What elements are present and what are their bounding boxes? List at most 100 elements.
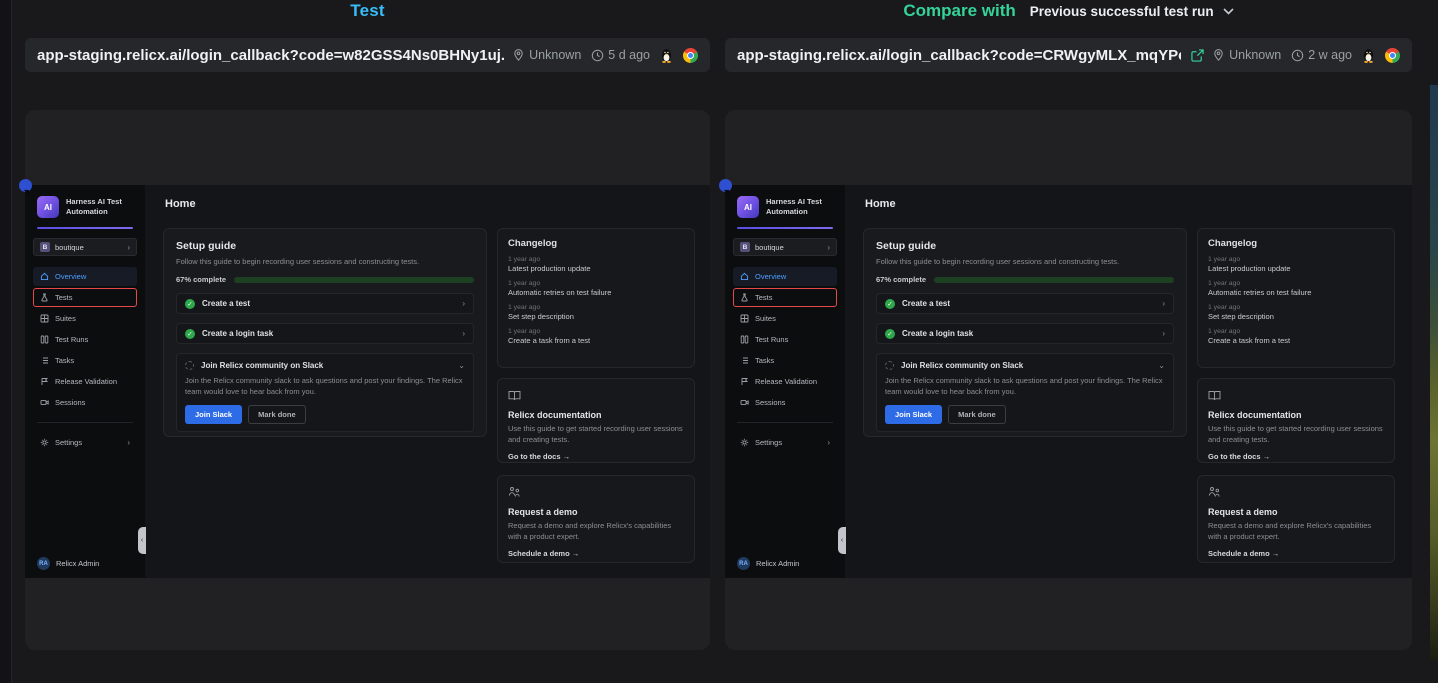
sidebar-item-release-validation[interactable]: Release Validation	[33, 372, 137, 391]
sidebar-item-label: Overview	[755, 272, 787, 281]
sidebar-nav: Overview Tests Suites	[725, 266, 845, 413]
sidebar-item-overview[interactable]: Overview	[33, 267, 137, 286]
changelog-title: Changelog	[1208, 238, 1258, 249]
chevron-right-icon: ›	[462, 299, 465, 308]
next-screenshot-edge[interactable]	[1430, 85, 1438, 660]
people-icon	[1208, 485, 1221, 502]
test-screenshot-panel[interactable]: AI Harness AI Test Automation B boutique…	[19, 110, 710, 650]
request-demo-desc: Request a demo and explore Relicx's capa…	[508, 521, 672, 541]
user-menu[interactable]: RA Relicx Admin	[725, 557, 845, 570]
brand-line1: Harness AI Test	[66, 196, 122, 206]
sidebar-item-sessions[interactable]: Sessions	[733, 393, 837, 412]
schedule-demo-link[interactable]: Schedule a demo →	[1208, 548, 1280, 558]
compare-screenshot-panel[interactable]: AI Harness AI Test Automation B boutique…	[719, 110, 1412, 650]
changelog-text: Automatic retries on test failure	[1208, 288, 1312, 297]
progress-bar	[234, 276, 474, 283]
sidebar-item-tasks[interactable]: Tasks	[733, 351, 837, 370]
test-url-bar: app-staging.relicx.ai/login_callback?cod…	[25, 38, 710, 72]
home-icon	[740, 272, 749, 281]
grid-icon	[740, 314, 749, 323]
setup-item-create-login-task[interactable]: ✓ Create a login task ›	[876, 323, 1174, 344]
sidebar-item-label: Overview	[55, 272, 87, 281]
join-slack-button[interactable]: Join Slack	[885, 404, 943, 424]
sidebar-collapse-handle[interactable]: ‹	[138, 527, 146, 554]
chevron-right-icon: ›	[827, 242, 830, 252]
go-to-docs-link[interactable]: Go to the docs →	[508, 451, 571, 461]
changelog-time: 1 year ago	[1208, 304, 1241, 311]
setup-guide-desc: Follow this guide to begin recording use…	[176, 257, 420, 266]
setup-guide-title: Setup guide	[176, 240, 237, 252]
mark-done-button[interactable]: Mark done	[248, 404, 306, 424]
sidebar-item-label: Release Validation	[755, 377, 817, 386]
gear-icon	[40, 438, 49, 447]
sidebar-item-label: Settings	[755, 438, 783, 447]
flask-icon	[740, 293, 749, 302]
sidebar-item-suites[interactable]: Suites	[33, 309, 137, 328]
chevron-right-icon: ›	[1162, 299, 1165, 308]
sidebar-item-settings[interactable]: Settings ›	[33, 433, 137, 452]
sidebar-item-overview[interactable]: Overview	[733, 267, 837, 286]
external-link-icon[interactable]	[1191, 48, 1204, 62]
changelog-text: Set step description	[1208, 312, 1274, 321]
unchecked-circle-icon	[185, 361, 194, 370]
book-icon	[508, 388, 521, 405]
setup-item-label: Create a login task	[902, 329, 974, 338]
sidebar-divider	[737, 422, 833, 423]
check-icon: ✓	[185, 328, 195, 339]
changelog-entry: 1 year ago Create a task from a test	[508, 328, 684, 345]
changelog-time: 1 year ago	[1208, 256, 1241, 263]
documentation-desc: Use this guide to get started recording …	[1208, 424, 1383, 444]
video-camera-icon	[40, 398, 49, 407]
compare-url-meta: Unknown 2 w ago	[1212, 47, 1400, 63]
join-slack-header[interactable]: Join Relicx community on Slack ⌄	[885, 361, 1165, 370]
project-selector[interactable]: B boutique ›	[733, 238, 837, 256]
join-slack-desc: Join the Relicx community slack to ask q…	[185, 376, 463, 396]
sidebar-item-tasks[interactable]: Tasks	[33, 351, 137, 370]
list-icon	[40, 356, 49, 365]
setup-item-create-test[interactable]: ✓ Create a test ›	[876, 293, 1174, 314]
request-demo-card: Request a demo Request a demo and explor…	[497, 475, 695, 563]
brand-divider	[37, 227, 133, 229]
sidebar-item-test-runs[interactable]: Test Runs	[33, 330, 137, 349]
compare-with-label: Compare with	[903, 1, 1016, 20]
sidebar-item-tests[interactable]: Tests	[733, 288, 837, 307]
sidebar-collapse-handle[interactable]: ‹	[838, 527, 846, 554]
sidebar-item-settings[interactable]: Settings ›	[733, 433, 837, 452]
app-sidebar: AI Harness AI Test Automation B boutique…	[725, 185, 845, 578]
sidebar-item-suites[interactable]: Suites	[733, 309, 837, 328]
changelog-text: Latest production update	[1208, 264, 1291, 273]
join-slack-button[interactable]: Join Slack	[185, 404, 243, 424]
join-slack-header[interactable]: Join Relicx community on Slack ⌄	[185, 361, 465, 370]
left-edge-panel	[0, 0, 12, 683]
setup-item-create-login-task[interactable]: ✓ Create a login task ›	[176, 323, 474, 344]
location-pin-icon	[1214, 49, 1223, 61]
changelog-entry: 1 year ago Latest production update	[1208, 256, 1384, 273]
chrome-browser-icon	[1385, 47, 1400, 63]
go-to-docs-link[interactable]: Go to the docs →	[1208, 451, 1271, 461]
chevron-right-icon: ›	[127, 242, 130, 252]
sidebar-item-test-runs[interactable]: Test Runs	[733, 330, 837, 349]
sidebar-item-label: Sessions	[755, 398, 786, 407]
mark-done-button[interactable]: Mark done	[948, 404, 1006, 424]
project-name: boutique	[755, 242, 784, 252]
sidebar-item-sessions[interactable]: Sessions	[33, 393, 137, 412]
sidebar-item-release-validation[interactable]: Release Validation	[733, 372, 837, 391]
user-menu[interactable]: RA Relicx Admin	[25, 557, 145, 570]
schedule-demo-link[interactable]: Schedule a demo →	[508, 548, 580, 558]
harness-logo-icon: AI	[37, 196, 59, 218]
sidebar-item-label: Suites	[55, 314, 76, 323]
sidebar-item-tests[interactable]: Tests	[33, 288, 137, 307]
check-icon: ✓	[885, 328, 895, 339]
home-icon	[40, 272, 49, 281]
changelog-entry: 1 year ago Set step description	[1208, 304, 1384, 321]
columns-icon	[740, 335, 749, 344]
brand: AI Harness AI Test Automation	[25, 196, 145, 218]
setup-item-create-test[interactable]: ✓ Create a test ›	[176, 293, 474, 314]
setup-progress: 67% complete	[176, 275, 474, 284]
chevron-right-icon: ›	[1162, 329, 1165, 338]
changelog-time: 1 year ago	[1208, 280, 1241, 287]
project-selector[interactable]: B boutique ›	[33, 238, 137, 256]
compare-run-selector[interactable]: Previous successful test run	[1030, 4, 1234, 19]
sidebar-nav: Overview Tests Suites	[25, 266, 145, 413]
age-meta: 2 w ago	[1291, 48, 1352, 62]
